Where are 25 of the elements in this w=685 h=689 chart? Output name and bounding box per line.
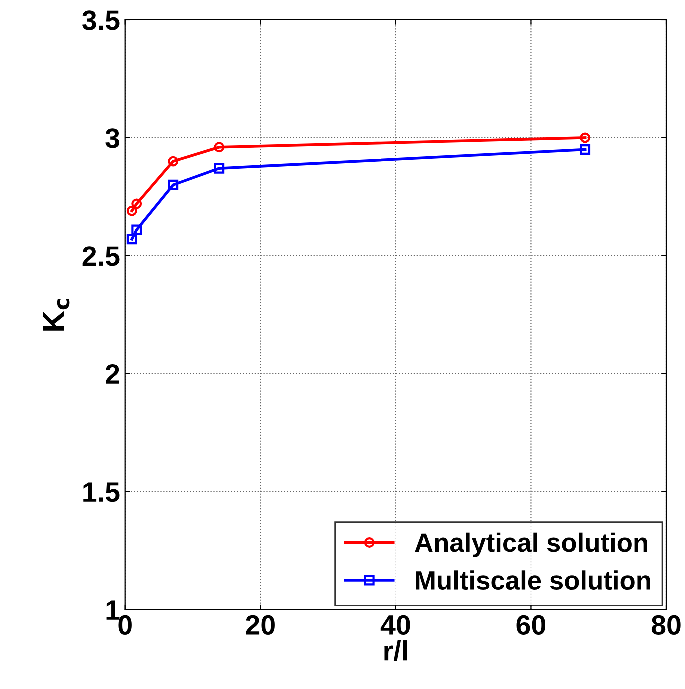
point [168,180,179,190]
x-tick-label: 60 [516,615,546,636]
point [126,206,138,216]
y-axis-title: K$_{c}$ [43,299,70,331]
legend-label: Analytical solution [415,532,648,558]
x-tick-label: 20 [246,615,275,636]
y-tick-label: 1 [106,600,120,620]
x-tick-label: 80 [652,615,681,636]
x-axis-title: r/l [384,640,408,662]
y-tick-label: 1.5 [84,482,120,502]
legend-label: Multiscale solution [416,570,650,590]
point [132,198,142,210]
x-tick-label: 0 [118,615,132,636]
point [126,234,138,245]
x-tick-label: 40 [380,615,410,636]
point [168,156,179,167]
y-tick-label: 2 [106,364,120,384]
y-tick-label: 3.5 [82,10,120,30]
y-tick-label: 2.5 [82,246,120,266]
point [214,142,225,153]
point [214,163,225,174]
point [580,132,591,144]
point [132,224,142,236]
point [580,144,591,155]
y-tick-label: 3 [106,128,120,148]
